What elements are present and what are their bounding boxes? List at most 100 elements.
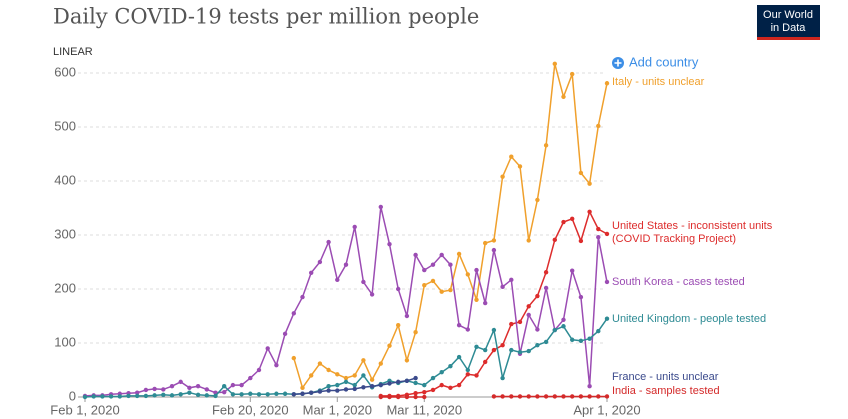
point: [604, 81, 610, 86]
add-country[interactable]: Add country: [629, 54, 699, 69]
point: [135, 393, 140, 399]
point: [274, 362, 279, 368]
point: [474, 297, 479, 302]
point: [100, 394, 105, 399]
point: [517, 349, 523, 355]
point: [195, 392, 201, 398]
x-tick-label: Feb 20, 2020: [212, 402, 289, 417]
point: [352, 373, 357, 378]
point: [430, 262, 436, 267]
logo-text: in Data: [771, 22, 807, 34]
point: [526, 304, 531, 309]
logo: Our World in Data: [757, 5, 820, 40]
point: [291, 311, 296, 316]
add-country-button[interactable]: Add country: [612, 54, 699, 69]
point: [448, 287, 453, 293]
point: [404, 394, 410, 400]
point: [456, 354, 462, 360]
point: [570, 216, 575, 221]
point: [448, 385, 453, 391]
series-line: [293, 63, 608, 390]
point: [309, 373, 314, 378]
point: [422, 389, 427, 395]
point: [500, 284, 505, 290]
point: [378, 382, 383, 388]
logo-stripe: [757, 37, 820, 40]
point: [517, 164, 523, 169]
point: [152, 393, 157, 398]
point: [326, 388, 331, 393]
point: [465, 372, 470, 377]
series-label-box: South Korea - cases tested: [612, 276, 745, 288]
point: [526, 238, 531, 243]
point: [561, 324, 566, 329]
point: [543, 285, 549, 291]
point: [378, 204, 383, 210]
point: [256, 392, 262, 397]
point: [570, 71, 575, 77]
point: [317, 389, 323, 394]
point: [587, 394, 592, 399]
point: [439, 369, 444, 375]
point: [526, 348, 531, 354]
point: [596, 394, 601, 399]
point: [543, 143, 549, 148]
point: [509, 347, 514, 353]
point: [570, 337, 575, 342]
point: [369, 292, 375, 297]
point: [578, 394, 584, 399]
point: [335, 382, 340, 388]
point: [309, 390, 314, 395]
point: [361, 373, 366, 378]
point: [239, 382, 244, 388]
series-line: [84, 318, 608, 398]
point: [535, 197, 540, 203]
point: [413, 394, 418, 400]
chart-title: Daily COVID-19 tests per million people: [53, 5, 479, 29]
point: [378, 394, 383, 400]
legend-label: United States - inconsistent units (COVI…: [612, 220, 773, 245]
point: [500, 394, 505, 399]
point: [465, 272, 470, 277]
point: [317, 259, 323, 265]
point: [535, 327, 540, 332]
point: [543, 394, 549, 399]
legend-label: France - units unclear: [612, 371, 719, 383]
point: [474, 344, 479, 349]
point: [570, 394, 575, 399]
point: [396, 394, 401, 400]
point: [448, 364, 453, 369]
point: [404, 358, 410, 363]
point: [352, 382, 357, 388]
point: [491, 394, 497, 399]
point: [178, 379, 183, 385]
point: [552, 394, 557, 399]
point: [126, 393, 131, 399]
point: [604, 316, 610, 321]
point: [335, 372, 340, 377]
point: [204, 387, 209, 392]
point: [387, 394, 392, 400]
point: [387, 343, 392, 348]
point: [604, 231, 610, 237]
point: [587, 181, 592, 186]
point: [230, 392, 236, 397]
point: [248, 391, 253, 396]
point: [483, 347, 488, 353]
point: [604, 394, 610, 399]
point: [422, 283, 427, 288]
series-label-box: India - samples tested: [612, 385, 720, 397]
point: [152, 386, 157, 392]
y-tick-label: 600: [54, 64, 76, 79]
point: [300, 391, 305, 396]
point: [404, 378, 410, 383]
point: [256, 367, 262, 373]
point: [317, 361, 323, 366]
point: [422, 382, 427, 388]
point: [291, 355, 296, 361]
point: [535, 293, 540, 299]
add-icon-plus: [614, 59, 622, 67]
point: [439, 252, 444, 258]
point: [552, 61, 557, 67]
point: [300, 385, 305, 391]
